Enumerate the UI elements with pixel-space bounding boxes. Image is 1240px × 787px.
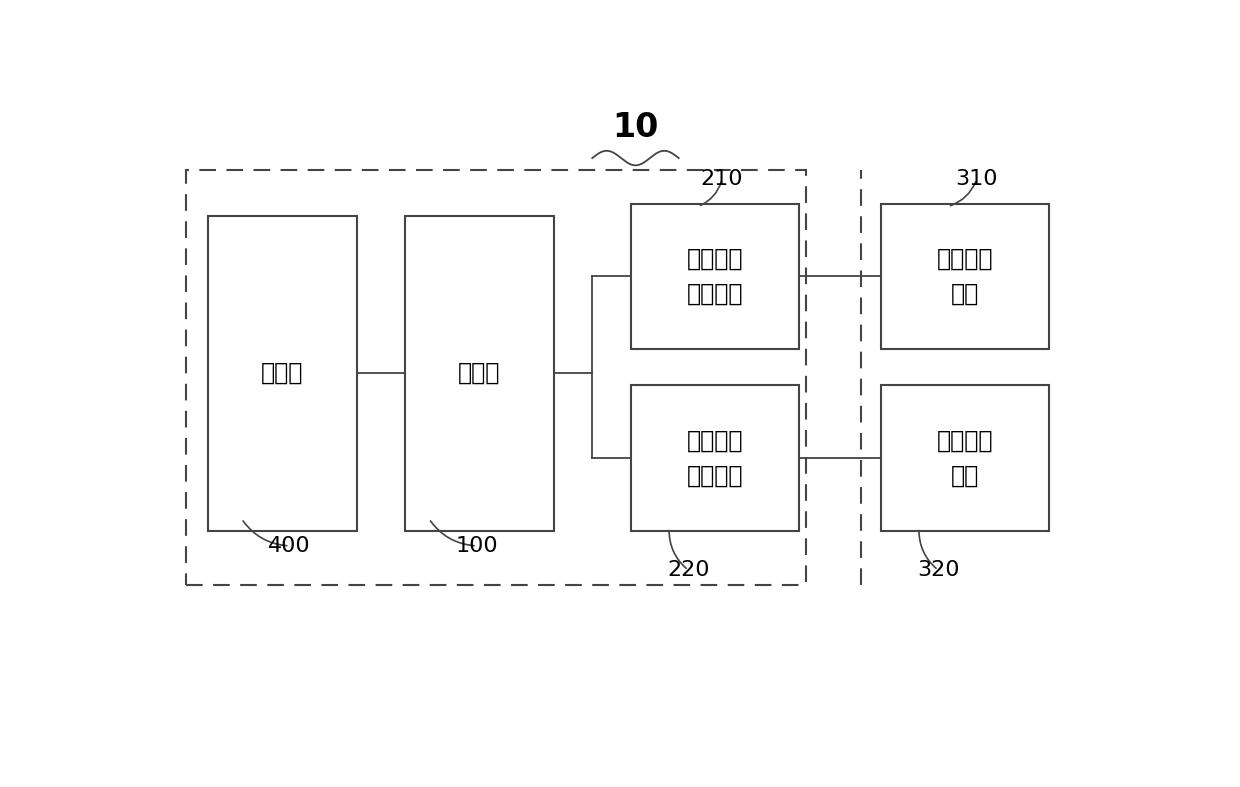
Bar [208,216,357,530]
Text: 400: 400 [268,536,311,556]
Text: 发送卡: 发送卡 [262,361,304,385]
Text: 210: 210 [701,169,743,190]
Text: 第二显示
模组: 第二显示 模组 [936,428,993,488]
Text: 100: 100 [455,536,498,556]
Text: 320: 320 [916,560,960,580]
Bar [631,204,799,349]
Bar [880,204,1049,349]
Text: 第一稳压
供电模块: 第一稳压 供电模块 [687,246,743,306]
Bar [186,170,806,586]
Text: 310: 310 [955,169,998,190]
Text: 220: 220 [667,560,709,580]
Bar [404,216,554,530]
Text: 第二稳压
供电模块: 第二稳压 供电模块 [687,428,743,488]
Bar [631,386,799,530]
Text: 10: 10 [613,111,658,144]
Text: 第一显示
模组: 第一显示 模组 [936,246,993,306]
Bar [880,386,1049,530]
Text: 接收卡: 接收卡 [458,361,501,385]
